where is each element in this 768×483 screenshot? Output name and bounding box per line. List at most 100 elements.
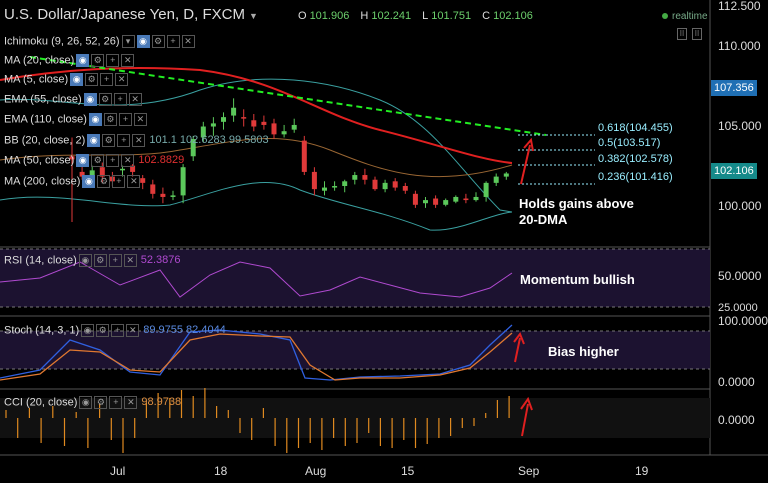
eye-icon[interactable]: ◉ <box>70 73 84 86</box>
add-icon[interactable]: + <box>117 134 131 147</box>
gear-icon[interactable]: ⚙ <box>91 154 105 167</box>
close-icon[interactable]: ✕ <box>121 54 135 67</box>
gear-icon[interactable]: ⚙ <box>94 396 108 409</box>
gear-icon[interactable]: ⚙ <box>85 73 99 86</box>
candle-body <box>483 182 489 197</box>
close-icon[interactable]: ✕ <box>128 93 142 106</box>
legend-rsi[interactable]: RSI (14, close) ◉ ⚙ + ✕ 52.3876 <box>4 254 181 267</box>
legend-cci[interactable]: CCI (20, close) ◉ ⚙ + ✕ 98.9738 <box>4 396 181 409</box>
eye-icon[interactable]: ◉ <box>76 54 90 67</box>
close-icon[interactable]: ✕ <box>132 134 146 147</box>
add-icon[interactable]: + <box>111 324 125 337</box>
eye-icon[interactable]: ◉ <box>81 324 95 337</box>
add-icon[interactable]: + <box>108 254 122 267</box>
symbol-title[interactable]: U.S. Dollar/Japanese Yen, D, FXCM <box>4 6 245 23</box>
close-icon[interactable]: ✕ <box>181 35 195 48</box>
add-icon[interactable]: + <box>113 93 127 106</box>
gear-icon[interactable]: ⚙ <box>98 93 112 106</box>
bid-price-label: 107.356 <box>711 80 757 96</box>
eye-icon[interactable]: ◉ <box>83 93 97 106</box>
candle-body <box>190 139 196 157</box>
last-price-label: 102.106 <box>711 163 757 179</box>
candle-body <box>261 121 267 125</box>
date-tick: 15 <box>401 464 415 478</box>
legend-ichimoku[interactable]: Ichimoku (9, 26, 52, 26) ▾ ◉ ⚙ + ✕ <box>4 35 195 48</box>
pause-icon[interactable]: II <box>677 28 687 40</box>
pause-icon-2[interactable]: II <box>692 28 702 40</box>
close-icon[interactable]: ✕ <box>115 73 129 86</box>
candle-body <box>69 156 75 160</box>
candle-body <box>412 193 418 205</box>
stoch-d <box>0 332 513 381</box>
chevron-down-icon[interactable]: ▼ <box>248 11 258 21</box>
ma50-value: 102.8829 <box>138 154 185 167</box>
legend-bb[interactable]: BB (20, close, 2) ◉ ⚙ + ✕ 101.1 102.6283 99.5… <box>4 134 269 147</box>
add-icon[interactable]: + <box>166 35 180 48</box>
eye-icon[interactable]: ◉ <box>78 254 92 267</box>
legend-ma200[interactable]: MA (200, close) ◉ ⚙ + ✕ <box>4 175 141 188</box>
close-icon[interactable]: ✕ <box>126 324 140 337</box>
bb-lower <box>0 182 513 231</box>
add-icon[interactable]: + <box>109 396 123 409</box>
candle-body <box>231 107 237 116</box>
eye-icon[interactable]: ◉ <box>88 113 102 126</box>
legend-ema55[interactable]: EMA (55, close) ◉ ⚙ + ✕ <box>4 93 142 106</box>
bb-values: 101.1 102.6283 99.5803 <box>149 134 269 147</box>
candle-body <box>342 181 348 186</box>
eye-icon[interactable]: ◉ <box>87 134 101 147</box>
candle-body <box>463 198 469 201</box>
candle-body <box>301 140 307 172</box>
legend-ma5[interactable]: MA (5, close) ◉ ⚙ + ✕ <box>4 73 129 86</box>
add-icon[interactable]: + <box>106 54 120 67</box>
date-tick: 19 <box>635 464 649 478</box>
close-icon[interactable]: ✕ <box>133 113 147 126</box>
close-icon[interactable]: ✕ <box>121 154 135 167</box>
chevron-down-icon[interactable]: ▾ <box>121 35 135 48</box>
add-icon[interactable]: + <box>100 73 114 86</box>
candle-body <box>241 117 247 119</box>
candle-body <box>180 167 186 196</box>
add-icon[interactable]: + <box>112 175 126 188</box>
close-icon[interactable]: ✕ <box>124 396 138 409</box>
gear-icon[interactable]: ⚙ <box>102 134 116 147</box>
candle-body <box>311 171 317 190</box>
annotation-rsi: Momentum bullish <box>520 272 635 287</box>
candle-body <box>392 181 398 188</box>
legend-label: CCI (20, close) <box>4 396 78 409</box>
candle-body <box>170 195 176 197</box>
fib-level-05: 0.5(103.517) <box>598 137 661 149</box>
annotation-stoch: Bias higher <box>548 344 619 359</box>
eye-icon[interactable]: ◉ <box>82 175 96 188</box>
candle-body <box>443 200 449 205</box>
legend-stoch[interactable]: Stoch (14, 3, 1) ◉ ⚙ + ✕ 89.9755 82.4044 <box>4 324 226 337</box>
gear-icon[interactable]: ⚙ <box>103 113 117 126</box>
gear-icon[interactable]: ⚙ <box>97 175 111 188</box>
rsi-tick: 50.0000 <box>718 269 762 283</box>
price-tick: 110.000 <box>718 39 761 53</box>
legend-ema110[interactable]: EMA (110, close) ◉ ⚙ + ✕ <box>4 113 147 126</box>
eye-icon[interactable]: ◉ <box>76 154 90 167</box>
eye-icon[interactable]: ◉ <box>79 396 93 409</box>
candle-body <box>291 124 297 130</box>
ohlc-open-value: 101.906 <box>309 10 350 22</box>
gear-icon[interactable]: ⚙ <box>96 324 110 337</box>
ohlc-open-key: O <box>298 10 307 22</box>
legend-ma20[interactable]: MA (20, close) ◉ ⚙ + ✕ <box>4 54 135 67</box>
close-icon[interactable]: ✕ <box>127 175 141 188</box>
eye-icon[interactable]: ◉ <box>136 35 150 48</box>
chart-title[interactable]: U.S. Dollar/Japanese Yen, D, FXCM ▼ <box>4 6 258 23</box>
candle-body <box>251 120 257 127</box>
gear-icon[interactable]: ⚙ <box>93 254 107 267</box>
gear-icon[interactable]: ⚙ <box>151 35 165 48</box>
add-icon[interactable]: + <box>106 154 120 167</box>
rsi-value: 52.3876 <box>140 254 181 267</box>
legend-ma50[interactable]: MA (50, close) ◉ ⚙ + ✕ 102.8829 <box>4 154 184 167</box>
add-icon[interactable]: + <box>118 113 132 126</box>
trendline <box>29 56 547 136</box>
gear-icon[interactable]: ⚙ <box>91 54 105 67</box>
close-icon[interactable]: ✕ <box>123 254 137 267</box>
candle-body <box>150 184 156 194</box>
candle-body <box>503 173 509 177</box>
